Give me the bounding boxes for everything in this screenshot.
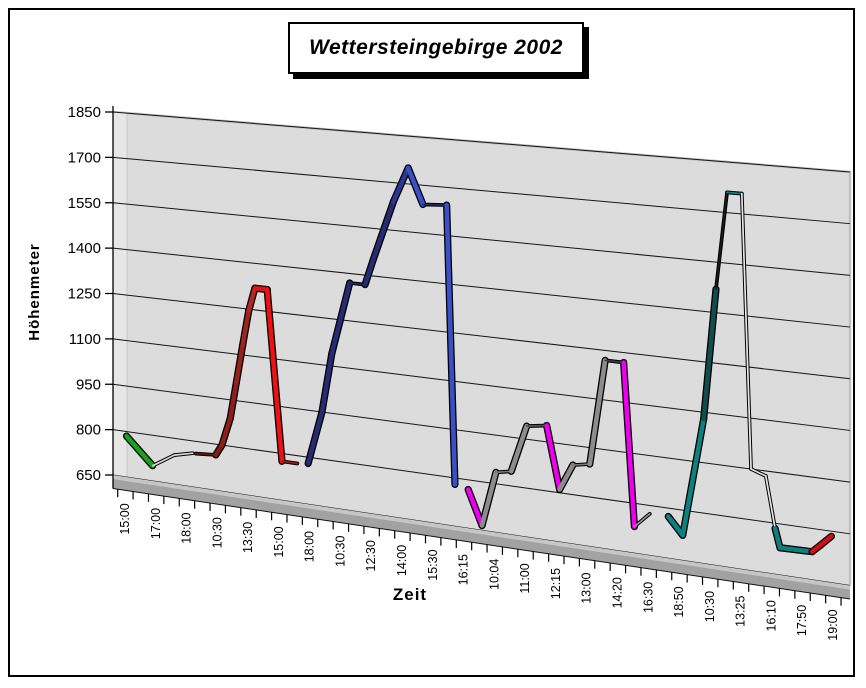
series-segment — [240, 308, 252, 348]
gridline — [112, 247, 851, 328]
series-segment — [234, 343, 245, 385]
x-tick-label: 10:30 — [333, 536, 347, 567]
gridline — [112, 156, 851, 225]
series-segment — [465, 487, 485, 528]
series-segment — [764, 475, 776, 530]
x-tick-label: 12:30 — [364, 540, 378, 571]
x-tick-label: 10:30 — [210, 517, 224, 548]
x-tick-label: 18:50 — [672, 586, 686, 617]
y-tick-label: 650 — [76, 467, 101, 484]
x-tick-label: 16:30 — [641, 582, 655, 613]
series-segment — [544, 423, 562, 492]
series-segment — [227, 379, 239, 421]
gridline — [112, 429, 851, 535]
series-segment — [604, 359, 625, 364]
y-tick-label: 1250 — [68, 286, 101, 303]
series-segment — [305, 409, 325, 466]
series-segment — [281, 460, 299, 465]
x-tick-label: 16:15 — [457, 554, 471, 585]
floor-front — [113, 479, 850, 599]
y-tick-label: 1400 — [68, 240, 101, 257]
series-segment — [264, 287, 285, 464]
gridline — [112, 338, 851, 431]
x-tick-label: 17:00 — [149, 508, 163, 539]
series-segment — [726, 191, 743, 195]
series-segment — [557, 462, 576, 492]
x-tick-label: 17:50 — [795, 605, 809, 636]
series-segment — [750, 468, 767, 477]
series-segment — [665, 514, 686, 538]
series-segment — [173, 452, 194, 456]
figure-border — [8, 8, 855, 677]
x-tick-label: 18:00 — [303, 531, 317, 562]
series-segment — [391, 165, 411, 205]
series-segment — [444, 202, 458, 487]
gridline — [112, 111, 851, 173]
series-segment — [740, 192, 752, 470]
series-segment — [422, 203, 448, 206]
x-tick-label: 19:00 — [826, 609, 840, 640]
x-tick-label: 14:00 — [395, 545, 409, 576]
chart-title: Wettersteingebirge 2002 — [309, 36, 563, 59]
x-axis-line — [112, 488, 851, 600]
series-segment — [479, 470, 499, 528]
gridline — [112, 293, 851, 380]
x-tick-label: 13:25 — [734, 596, 748, 627]
series-segment — [818, 534, 834, 548]
x-tick-label: 15:30 — [426, 549, 440, 580]
y-tick-label: 800 — [76, 422, 101, 439]
gridline — [112, 202, 851, 276]
chart-title-box: Wettersteingebirge 2002 — [288, 22, 584, 74]
series-segment — [124, 433, 156, 469]
series-segment — [246, 285, 258, 314]
y-tick-label: 1100 — [69, 331, 101, 348]
series-segment — [772, 526, 783, 551]
floor-top — [113, 475, 850, 590]
y-tick-label: 1550 — [68, 195, 101, 212]
y-tick-label: 1850 — [68, 104, 101, 121]
series-segment — [495, 470, 513, 474]
x-tick-label: 15:00 — [272, 526, 286, 557]
series-segment — [715, 191, 728, 290]
y-axis-title: Höhenmeter — [26, 243, 43, 341]
series-segment — [219, 416, 233, 448]
series-segment — [633, 512, 651, 528]
series-segment — [319, 351, 335, 415]
series-segment — [777, 545, 813, 554]
series-segment — [701, 286, 719, 422]
x-tick-label: 12:15 — [549, 568, 563, 599]
x-tick-label: 18:00 — [180, 512, 194, 543]
x-tick-label: 10:30 — [703, 591, 717, 622]
x-tick-label: 10:04 — [487, 559, 501, 590]
x-tick-label: 16:10 — [764, 600, 778, 631]
y-tick-label: 1700 — [68, 149, 101, 166]
series-segment — [362, 257, 376, 287]
series-segment — [194, 452, 217, 456]
series-segment — [370, 199, 396, 263]
series-segment — [621, 360, 637, 529]
series-segment — [680, 416, 706, 538]
x-tick-label: 13:30 — [241, 522, 255, 553]
series-segment — [525, 424, 548, 427]
series-segment — [151, 454, 176, 467]
plot-back-wall — [113, 112, 850, 586]
y-tick-label: 950 — [76, 376, 101, 393]
series-segment — [329, 280, 352, 356]
x-axis-title: Zeit — [392, 585, 428, 604]
series-segment — [508, 423, 529, 474]
x-tick-label: 13:00 — [580, 572, 594, 603]
x-tick-label: 11:00 — [518, 563, 532, 593]
x-tick-label: 14:20 — [610, 577, 624, 608]
series-segment — [571, 463, 591, 466]
series-segment — [348, 282, 366, 286]
x-tick-label: 15:00 — [118, 503, 132, 534]
series-segment — [405, 165, 426, 207]
series-segment — [587, 358, 608, 467]
